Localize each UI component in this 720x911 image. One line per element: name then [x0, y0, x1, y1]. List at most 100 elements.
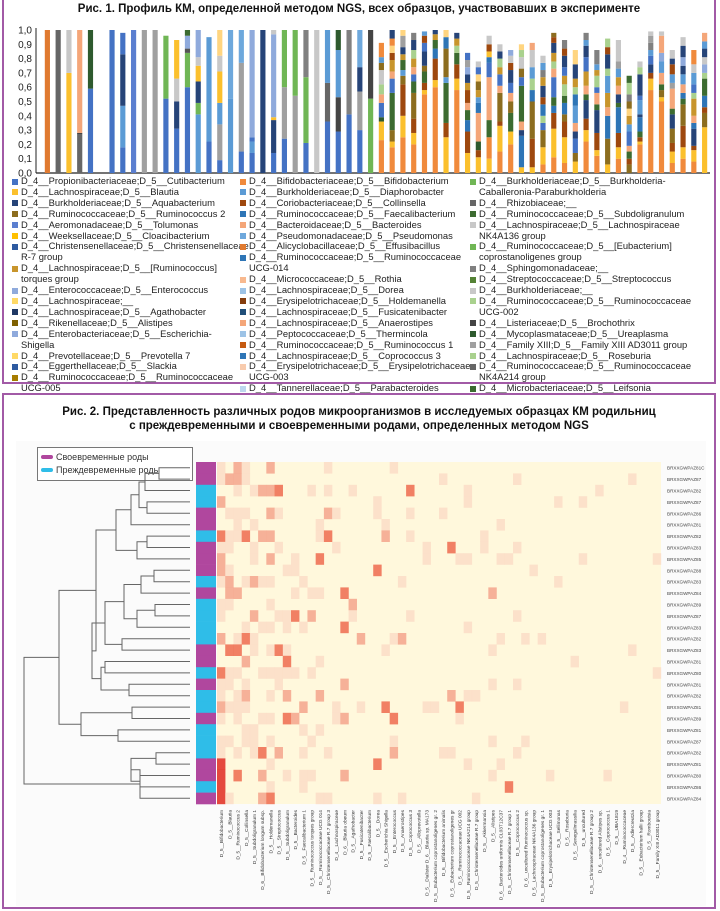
- heatmap-cell: [217, 610, 226, 622]
- bar-segment: [594, 64, 600, 71]
- column-label: D_5__Blautia: [227, 810, 233, 839]
- bar-segment: [497, 125, 503, 152]
- bar-segment: [421, 42, 428, 52]
- bar-sample-33: [389, 30, 395, 173]
- bar-segment: [669, 74, 675, 83]
- row-group-cell: [196, 690, 216, 702]
- heatmap-cell: [249, 484, 259, 497]
- bar-segment: [561, 55, 568, 68]
- heatmap-cell: [332, 701, 341, 713]
- row-group-cell: [196, 701, 216, 714]
- row-group-cell: [196, 667, 216, 679]
- dendrogram-branch: [104, 661, 190, 674]
- legend-swatch: [470, 342, 476, 349]
- bar-segment: [529, 90, 535, 102]
- bar-segment: [411, 74, 417, 82]
- bar-segment: [518, 57, 525, 69]
- column-label: D_5__Romboutsia: [647, 810, 653, 850]
- legend-item: D_4__Christensenellaceae;D_5__Christense…: [12, 241, 249, 263]
- heatmap-cell: [471, 690, 481, 702]
- dendrogram-branch: [130, 494, 190, 526]
- figure-1: Рис. 1. Профиль КМ, определенной методом…: [2, 0, 716, 491]
- heatmap-cell: [249, 553, 259, 565]
- heatmap-cell: [397, 792, 407, 805]
- heatmap-cell: [299, 781, 308, 793]
- heatmap-cell: [217, 473, 226, 485]
- dendrogram-branch: [139, 775, 190, 788]
- heatmap-cell: [299, 724, 308, 736]
- bar-sample-59: [669, 50, 675, 173]
- bar-segment: [669, 128, 675, 143]
- bar-sample-4: [77, 30, 83, 173]
- row-label: BRXXGWPAZ81: [667, 682, 702, 687]
- legend-item: D_4__Ruminococcaceae;D_5__Ruminococcacea…: [470, 361, 710, 383]
- column-label: D_5__Ruminococcus torques group: [310, 810, 316, 887]
- bar-segment: [605, 115, 611, 139]
- heatmap-cell: [439, 747, 448, 759]
- bar-segment: [594, 110, 600, 133]
- bar-segment: [400, 75, 406, 85]
- bar-segment: [615, 102, 621, 108]
- bar-segment: [583, 85, 589, 95]
- heatmap-cell: [225, 644, 234, 656]
- bar-segment: [691, 115, 697, 123]
- row-group-cell: [196, 496, 216, 508]
- bar-segment: [540, 70, 546, 78]
- heatmap-cell: [513, 747, 522, 759]
- legend-label: D_4__Peptococcaceae;D_5__Thermincola: [249, 327, 428, 339]
- heatmap-cell: [291, 712, 300, 725]
- bar-sample-37: [432, 30, 438, 173]
- heatmap-cell: [241, 690, 251, 702]
- legend-item: D_4__Ruminococcaceae;D_5__Ruminococcacea…: [240, 251, 470, 274]
- column-label: D_5__Lachnospiraceae NK4A136 group: [532, 810, 538, 896]
- bar-segment: [691, 161, 697, 173]
- heatmap-cell: [488, 735, 497, 748]
- bar-segment: [648, 72, 654, 79]
- row-label: BRXXGWPAZ83: [667, 625, 702, 630]
- legend-item: D_4__Micrococcaceae;D_5__Rothia: [240, 273, 470, 285]
- bar-segment: [292, 30, 298, 96]
- heatmap-cell: [217, 735, 226, 748]
- heatmap-cell: [233, 530, 242, 542]
- row-label: BRXXGWPAZ82: [667, 751, 702, 756]
- bar-segment: [497, 51, 503, 59]
- bar-segment: [691, 64, 697, 73]
- legend-label: D_4__Erysipelotrichaceae;D_5__Holdemanel…: [249, 294, 446, 306]
- row-label: BRXXGWPAZ88: [667, 568, 702, 573]
- heatmap-cell: [258, 484, 267, 497]
- heatmap-cell: [233, 747, 242, 759]
- bar-segment: [529, 138, 535, 168]
- column-label: D_5__Eubacterium coprostanoligenes gr: [449, 810, 455, 897]
- column-label: D_5__Coprococcus 3: [408, 810, 414, 856]
- heatmap-cell: [217, 553, 226, 565]
- bar-segment: [594, 75, 600, 88]
- bar-segment: [680, 65, 686, 75]
- bar-segment: [432, 80, 438, 88]
- bar-segment: [411, 58, 417, 68]
- bar-segment: [594, 155, 600, 173]
- heatmap-cell: [381, 644, 390, 656]
- bar-segment: [378, 117, 384, 122]
- heatmap-cell: [266, 644, 275, 656]
- bar-segment: [475, 150, 481, 158]
- legend-item: D_4__Burkholderiaceae;D_5__Aquabacterium: [12, 197, 242, 209]
- y-tick-label: 0,1: [18, 154, 32, 165]
- bar-sample-43: [497, 44, 503, 173]
- bar-segment: [281, 138, 287, 173]
- legend-label: D_4__Lachnospiraceae;__: [21, 294, 134, 306]
- bar-segment: [120, 32, 126, 55]
- column-label: D_5__Bacteroides: [293, 809, 299, 849]
- legend-label: D_4__Tannerellaceae;D_5__Parabacteroides: [249, 382, 439, 394]
- bar-segment: [626, 158, 632, 165]
- bar-segment: [669, 88, 675, 109]
- stacked-bar-chart: 0,0 0,1 0,2 0,3 0,4 0,5 0,6 0,7 0,8 0,9 1,0: [18, 26, 710, 180]
- column-label: D_5__Fusicatenibacter: [359, 810, 365, 860]
- bar-segment: [540, 164, 546, 173]
- bar-segment: [421, 90, 428, 95]
- bar-segment: [184, 48, 191, 53]
- heatmap-cell: [447, 690, 456, 702]
- bar-segment: [378, 94, 384, 103]
- bar-sample-9: [130, 30, 137, 173]
- bar-segment: [55, 30, 61, 173]
- bar-segment: [400, 60, 406, 71]
